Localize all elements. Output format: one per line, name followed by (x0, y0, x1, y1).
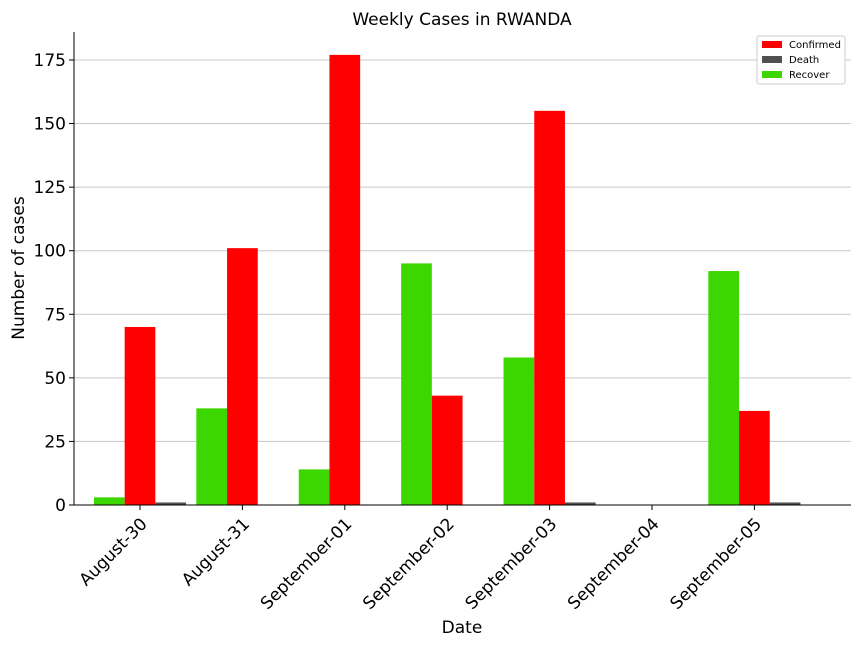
x-ticks: August-30 August-31 September-01 September-… (76, 505, 766, 614)
legend-swatch-death (762, 56, 782, 63)
bar-confirmed-september-01 (329, 54, 361, 506)
y-ticks: 0 25 50 75 100 125 150 175 (34, 51, 74, 516)
y-tick-label: 175 (34, 51, 66, 71)
bar-recover-september-01 (298, 469, 330, 505)
bar-recover-august-30 (93, 497, 125, 505)
y-tick-label: 100 (34, 242, 66, 262)
bar-recover-september-03 (503, 357, 535, 505)
legend-label-confirmed: Confirmed (789, 40, 841, 51)
legend-swatch-recover (762, 71, 782, 78)
chart-title: Weekly Cases in RWANDA (352, 10, 572, 30)
y-tick-label: 0 (55, 496, 66, 516)
y-tick-label: 50 (44, 369, 66, 389)
y-tick-label: 75 (44, 305, 66, 325)
legend-label-recover: Recover (789, 70, 830, 81)
bars (93, 54, 801, 506)
legend-swatch-confirmed (762, 41, 782, 48)
x-tick-label: September-01 (257, 514, 356, 613)
x-tick-label: September-05 (666, 514, 765, 613)
bar-death-september-05 (769, 502, 801, 505)
bar-confirmed-september-05 (739, 410, 770, 505)
bar-confirmed-august-30 (124, 326, 156, 505)
x-tick-label: September-03 (462, 514, 561, 613)
bar-confirmed-august-31 (227, 248, 258, 505)
x-tick-label: September-04 (564, 514, 663, 613)
y-tick-label: 125 (34, 178, 66, 198)
legend: Confirmed Death Recover (756, 35, 846, 85)
y-tick-label: 25 (44, 432, 66, 452)
bar-death-september-03 (564, 502, 596, 505)
bar-confirmed-september-02 (431, 395, 463, 505)
bar-recover-september-05 (708, 271, 740, 505)
x-tick-label: September-02 (359, 514, 458, 613)
x-axis-label: Date (442, 618, 483, 638)
legend-label-death: Death (789, 55, 819, 66)
grid-lines (74, 59, 851, 442)
y-axis-label: Number of cases (9, 196, 29, 340)
bar-death-august-30 (155, 502, 187, 505)
x-tick-label: August-30 (76, 514, 152, 590)
x-tick-label: August-31 (178, 514, 254, 590)
bar-recover-august-31 (196, 408, 228, 505)
bar-recover-september-02 (401, 263, 432, 505)
y-tick-label: 150 (34, 115, 66, 135)
axes (73, 32, 851, 506)
bar-confirmed-september-03 (534, 110, 565, 505)
